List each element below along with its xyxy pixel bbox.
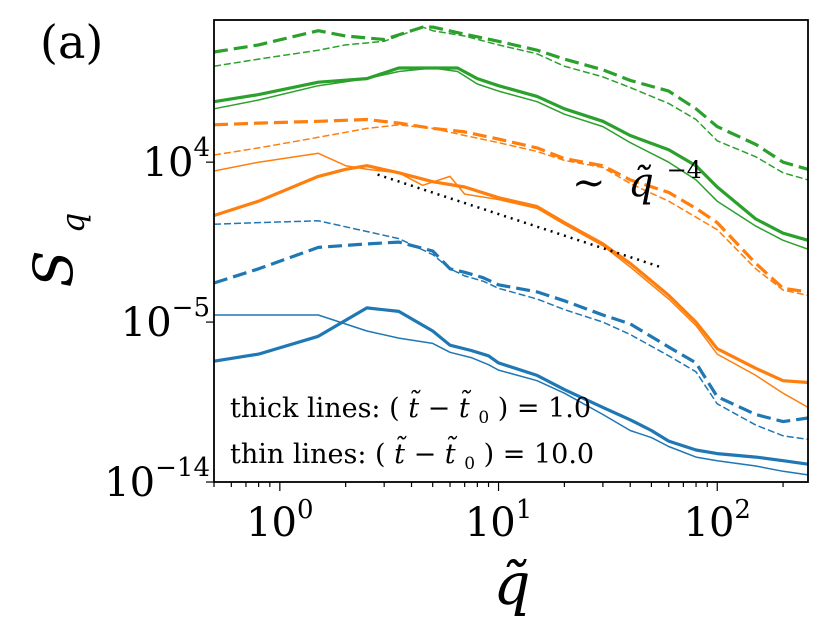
series-line-orange-dashed-thin	[213, 124, 809, 297]
x-tick-exp: 0	[297, 495, 314, 525]
y-tick-exp: 4	[193, 133, 210, 163]
x-tick-exp: 1	[516, 495, 533, 525]
panel-label: (a)	[40, 15, 103, 69]
x-axis-label: q̃	[493, 550, 530, 618]
y-tick-exp: −14	[155, 453, 210, 483]
series-line-green-dashed-thin	[213, 26, 809, 181]
y-tick-label: 10−14	[104, 453, 210, 506]
x-tick-base: 10	[684, 500, 735, 546]
legend-thick-prefix: thick lines: (	[230, 393, 400, 424]
series-layer	[213, 25, 809, 476]
legend-thin-expr: t̃ − t̃	[394, 435, 458, 470]
slope-sim: ∼	[572, 160, 606, 206]
y-axis-label-sub: q	[54, 213, 92, 233]
slope-annotation: ∼ q̃ −4	[572, 156, 702, 206]
legend-thick-lines: thick lines: ( t̃ − t̃ 0 ) = 1.0	[230, 389, 591, 430]
y-tick-label: 10−5	[121, 293, 210, 346]
y-tick-base: 10	[143, 140, 194, 186]
reference-slope-line	[377, 173, 661, 269]
series-line-green-solid-thin	[213, 67, 809, 250]
legend-thick-expr: t̃ − t̃	[408, 389, 472, 424]
x-tick-base: 10	[465, 500, 516, 546]
y-tick-base: 10	[104, 460, 155, 506]
x-tick-label: 102	[684, 495, 751, 546]
series-line-orange-dashed-thick	[213, 117, 809, 294]
plot-frame	[213, 19, 809, 483]
series-line-green-dashed-thick	[213, 25, 809, 171]
legend-thin-prefix: thin lines: (	[230, 439, 386, 470]
legend-thin-suffix: ) = 10.0	[484, 439, 594, 470]
series-line-blue-solid-thin	[214, 314, 809, 476]
slope-base: q̃	[628, 160, 654, 206]
x-tick-label: 101	[465, 495, 532, 546]
y-tick-exp: −5	[172, 293, 210, 323]
legend-thin-lines: thin lines: ( t̃ − t̃ 0 ) = 10.0	[230, 435, 594, 476]
series-line-orange-solid-thick	[213, 164, 809, 385]
series-line-blue-dashed-thin	[213, 220, 809, 441]
y-axis-label: S q	[22, 213, 92, 288]
series-line-orange-solid-thin	[213, 152, 809, 409]
y-axis-label-group: S q	[22, 213, 92, 288]
x-tick-label: 100	[246, 495, 313, 546]
x-axis: 100 101 102	[213, 482, 784, 546]
x-tick-exp: 2	[734, 495, 751, 525]
legend-thick-sub: 0	[478, 408, 489, 428]
slope-exp: −4	[667, 156, 702, 184]
y-axis-label-main: S	[22, 250, 85, 287]
series-line-blue-dashed-thick	[213, 240, 809, 424]
series-line-blue-solid-thick	[213, 306, 809, 466]
y-tick-label: 104	[143, 133, 210, 186]
legend-thin-sub: 0	[464, 454, 475, 474]
x-tick-base: 10	[246, 500, 297, 546]
legend-thick-suffix: ) = 1.0	[498, 393, 591, 424]
y-tick-base: 10	[121, 300, 172, 346]
